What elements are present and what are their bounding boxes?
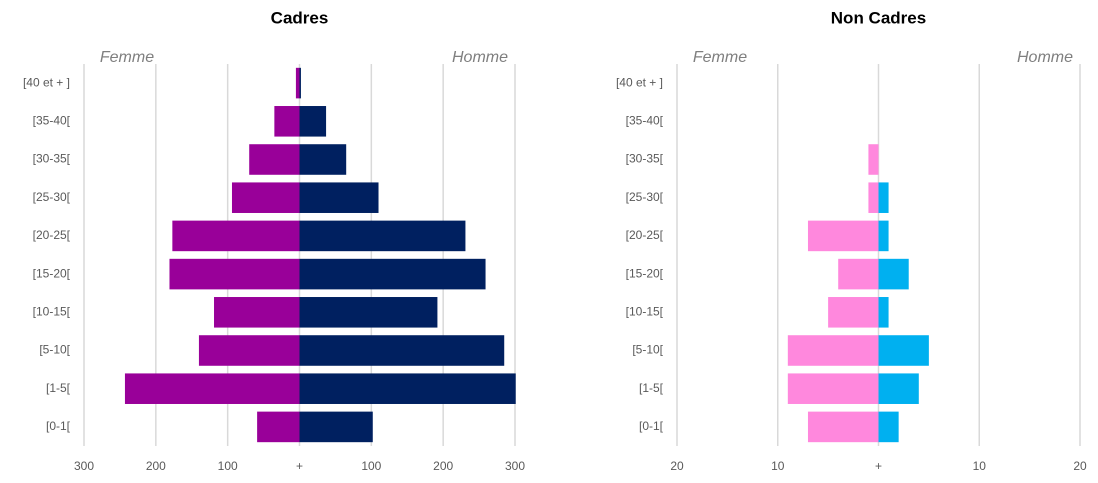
x-tick-label: 200 (433, 459, 453, 473)
bar (299, 182, 379, 213)
bar (257, 411, 300, 443)
bar (838, 258, 879, 290)
x-tick-label: + (296, 459, 303, 473)
bar (878, 182, 889, 213)
bar (172, 220, 300, 252)
y-tick-label: [35-40[ (626, 113, 664, 127)
x-tick-label: 100 (218, 459, 238, 473)
x-tick-label: 300 (74, 459, 94, 473)
y-tick-label: [25-30[ (33, 190, 71, 204)
chart-title: Non Cadres (831, 8, 926, 27)
annotation: Femme (100, 49, 154, 66)
bar (878, 258, 909, 290)
y-tick-label: [5-10[ (39, 343, 70, 357)
bar (169, 258, 300, 290)
bar (299, 373, 516, 404)
y-tick-label: [30-35[ (33, 152, 71, 166)
bar (299, 67, 301, 99)
y-tick-label: [25-30[ (626, 190, 664, 204)
bar (878, 335, 929, 366)
bar (295, 67, 300, 99)
bar (787, 335, 879, 366)
y-tick-label: [0-1[ (639, 419, 664, 433)
annotation: Homme (452, 49, 508, 66)
y-tick-label: [20-25[ (33, 228, 71, 242)
y-tick-label: [0-1[ (46, 419, 71, 433)
x-tick-label: 200 (146, 459, 166, 473)
bar (274, 106, 300, 137)
bar (868, 182, 879, 213)
bar (249, 144, 300, 175)
chart-title: Cadres (271, 8, 329, 27)
bar (878, 297, 889, 328)
bar (878, 220, 889, 252)
bar (299, 106, 327, 137)
bar (807, 411, 879, 443)
x-tick-label: 100 (361, 459, 381, 473)
bar (231, 182, 300, 213)
y-tick-label: [10-15[ (33, 304, 71, 318)
bar (299, 297, 438, 328)
y-tick-label: [20-25[ (626, 228, 664, 242)
y-tick-label: [35-40[ (33, 113, 71, 127)
x-tick-label: 10 (771, 459, 785, 473)
bar (299, 220, 466, 252)
y-tick-label: [1-5[ (46, 381, 71, 395)
bar (828, 297, 879, 328)
bar (124, 373, 300, 404)
y-tick-label: [40 et + ] (616, 75, 663, 89)
y-tick-label: [15-20[ (626, 266, 664, 280)
bar (787, 373, 879, 404)
bar (878, 411, 899, 443)
x-tick-label: 300 (505, 459, 525, 473)
y-tick-label: [5-10[ (632, 343, 663, 357)
y-tick-label: [10-15[ (626, 304, 664, 318)
bar (299, 144, 347, 175)
bar (807, 220, 879, 252)
bar (198, 335, 300, 366)
annotation: Homme (1017, 49, 1073, 66)
x-tick-label: 20 (670, 459, 684, 473)
x-tick-label: 10 (973, 459, 987, 473)
y-tick-label: [30-35[ (626, 152, 664, 166)
bar (878, 373, 919, 404)
bar (299, 258, 486, 290)
annotation: Femme (693, 49, 747, 66)
x-tick-label: 20 (1073, 459, 1087, 473)
x-tick-label: + (875, 459, 882, 473)
bar (299, 335, 505, 366)
y-tick-label: [40 et + ] (23, 75, 70, 89)
y-tick-label: [1-5[ (639, 381, 664, 395)
bar (299, 411, 373, 443)
bar (214, 297, 300, 328)
bar (868, 144, 879, 175)
y-tick-label: [15-20[ (33, 266, 71, 280)
